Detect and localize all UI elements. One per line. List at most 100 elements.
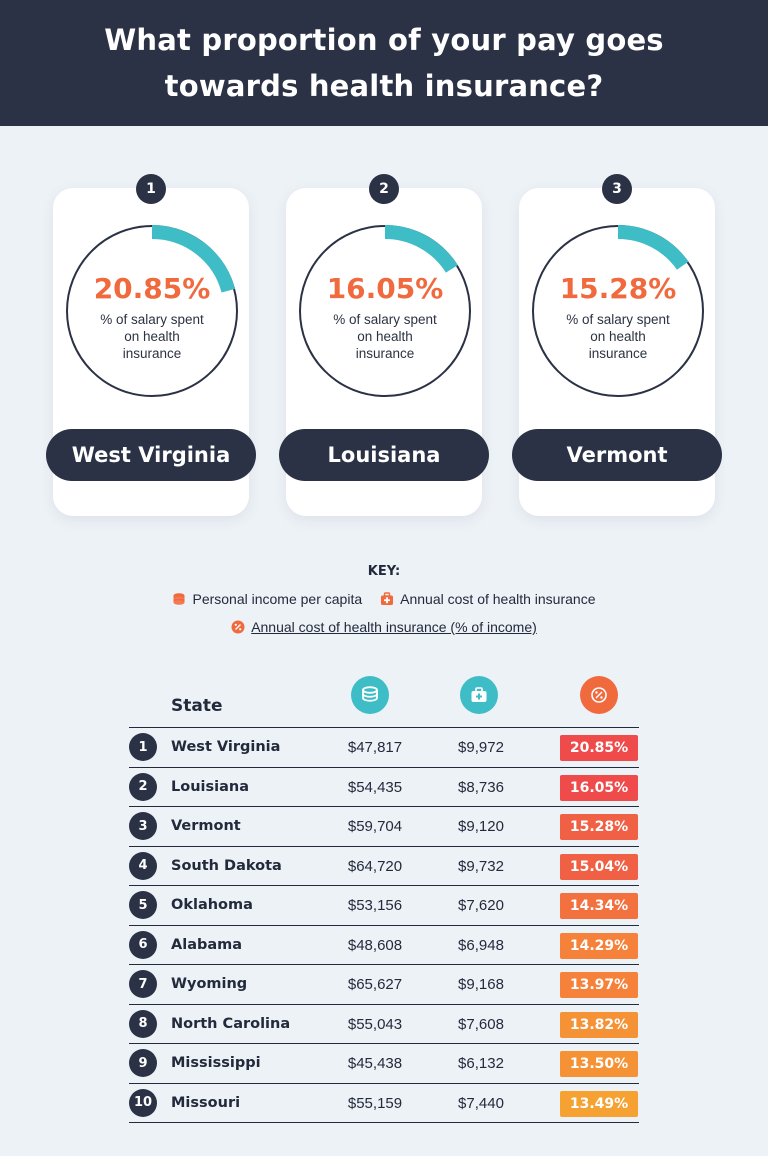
table-row: 8 North Carolina $55,043 $7,608 13.82%: [129, 1005, 639, 1044]
percent-icon: [591, 687, 607, 703]
table-row: 7 Wyoming $65,627 $9,168 13.97%: [129, 965, 639, 1005]
coins-icon: [173, 593, 185, 605]
row-percent: 20.85%: [560, 735, 638, 761]
percent-icon: [231, 620, 245, 634]
row-percent: 15.28%: [560, 814, 638, 840]
row-rank: 7: [129, 970, 157, 998]
row-rank: 9: [129, 1049, 157, 1077]
row-cost: $7,440: [458, 1094, 504, 1112]
rank-badge: 1: [136, 174, 166, 204]
top-card-2: 2 16.05% % of salary spent on health ins…: [279, 174, 489, 516]
state-name-pill: West Virginia: [46, 429, 256, 481]
row-income: $53,156: [347, 897, 403, 914]
table-row: 2 Louisiana $54,435 $8,736 16.05%: [129, 768, 639, 807]
row-rank: 5: [129, 891, 157, 919]
header-banner: What proportion of your pay goes towards…: [0, 0, 768, 126]
state-name-pill: Louisiana: [279, 429, 489, 481]
row-state: Wyoming: [171, 976, 248, 992]
row-state: Louisiana: [171, 778, 249, 795]
row-income: $47,817: [347, 739, 403, 756]
column-header-cost: [460, 676, 498, 714]
ranking-table: State 1 West V: [129, 668, 639, 1123]
key-item-income: Personal income per capita: [172, 591, 362, 607]
key-item-cost: Annual cost of health insurance: [380, 591, 596, 607]
medical-kit-icon: [471, 687, 487, 702]
ring-graphic: [66, 225, 238, 397]
percent-ring: 20.85% % of salary spent on health insur…: [65, 224, 239, 398]
row-cost: $7,620: [458, 897, 504, 914]
row-state: Missouri: [171, 1094, 241, 1111]
row-income: $48,608: [347, 936, 403, 954]
row-rank: 4: [129, 851, 157, 880]
row-rank: 10: [129, 1088, 157, 1117]
table-header: State: [129, 668, 639, 728]
row-state: Oklahoma: [171, 897, 253, 913]
key-label: Annual cost of health insurance: [400, 591, 596, 607]
percent-caption: % of salary spent on health insurance: [566, 312, 670, 361]
ring-graphic: [299, 225, 471, 397]
row-income: $45,438: [347, 1055, 403, 1072]
row-percent: 16.05%: [560, 774, 638, 801]
medical-kit-icon: [381, 592, 394, 605]
row-income: $55,159: [347, 1094, 403, 1112]
row-state: West Virginia: [171, 739, 281, 755]
percent-value: 16.05%: [326, 272, 444, 305]
row-rank: 3: [129, 812, 157, 840]
legend-key: KEY: Personal income per capita Annual c…: [0, 564, 768, 635]
table-row: 10 Missouri $55,159 $7,440 13.49%: [129, 1084, 639, 1123]
row-state: Mississippi: [171, 1055, 261, 1071]
page-title: What proportion of your pay goes towards…: [104, 23, 664, 103]
row-state: South Dakota: [171, 857, 282, 874]
coins-icon: [362, 686, 378, 702]
rank-badge: 3: [602, 174, 632, 204]
row-percent: 13.49%: [560, 1090, 638, 1117]
table-row: 4 South Dakota $64,720 $9,732 15.04%: [129, 847, 639, 886]
row-percent: 13.97%: [560, 972, 638, 998]
rank-badge: 2: [369, 174, 399, 204]
column-header-income: [351, 676, 389, 714]
table-row: 9 Mississippi $45,438 $6,132 13.50%: [129, 1044, 639, 1084]
row-cost: $9,168: [458, 976, 504, 993]
row-cost: $8,736: [458, 778, 504, 796]
key-title: KEY:: [367, 564, 401, 579]
row-percent: 14.34%: [560, 893, 638, 919]
row-cost: $9,732: [458, 857, 504, 875]
row-income: $55,043: [347, 1015, 403, 1033]
row-income: $64,720: [347, 857, 403, 875]
percent-ring: 15.28% % of salary spent on health insur…: [531, 224, 705, 398]
percent-caption: % of salary spent on health insurance: [100, 312, 204, 361]
table-row: 6 Alabama $48,608 $6,948 14.29%: [129, 926, 639, 965]
row-cost: $9,120: [458, 818, 504, 835]
percent-value: 20.85%: [93, 272, 211, 305]
column-header-percent: [580, 676, 618, 714]
row-cost: $7,608: [458, 1015, 504, 1033]
key-label: Annual cost of health insurance (% of in…: [251, 619, 537, 635]
row-cost: $9,972: [458, 739, 504, 756]
row-state: North Carolina: [171, 1015, 291, 1032]
percent-caption: % of salary spent on health insurance: [333, 312, 437, 361]
row-income: $59,704: [347, 818, 403, 835]
row-income: $65,627: [347, 976, 403, 993]
table-row: 3 Vermont $59,704 $9,120 15.28%: [129, 807, 639, 847]
row-rank: 1: [129, 733, 157, 761]
row-income: $54,435: [347, 778, 403, 796]
table-row: 1 West Virginia $47,817 $9,972 20.85%: [129, 728, 639, 768]
row-rank: 8: [129, 1009, 157, 1038]
column-header-state: State: [171, 696, 223, 716]
row-rank: 2: [129, 772, 157, 801]
top-card-3: 3 15.28% % of salary spent on health ins…: [512, 174, 722, 516]
table-row: 5 Oklahoma $53,156 $7,620 14.34%: [129, 886, 639, 926]
row-rank: 6: [129, 930, 157, 959]
percent-ring: 16.05% % of salary spent on health insur…: [298, 224, 472, 398]
top-card-1: 1 20.85% % of salary spent on health ins…: [46, 174, 256, 516]
row-percent: 13.82%: [560, 1011, 638, 1038]
row-percent: 14.29%: [560, 932, 638, 959]
row-cost: $6,132: [458, 1055, 504, 1072]
percent-value: 15.28%: [559, 272, 677, 305]
state-name-pill: Vermont: [512, 429, 722, 481]
row-cost: $6,948: [458, 936, 504, 954]
ring-graphic: [532, 225, 704, 397]
row-percent: 15.04%: [560, 853, 638, 880]
key-label: Personal income per capita: [192, 591, 363, 607]
row-state: Alabama: [171, 936, 243, 953]
